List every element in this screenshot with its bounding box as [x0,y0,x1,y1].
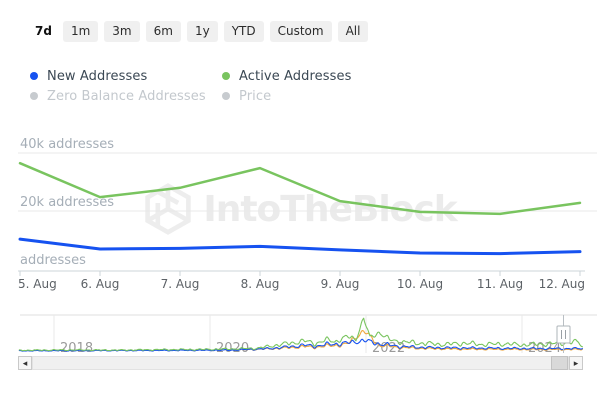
scrollbar-thumb[interactable] [551,356,568,370]
range-button-7d[interactable]: 7d [30,21,57,42]
legend-label: New Addresses [47,68,148,84]
legend-dot-new-addresses [30,72,38,80]
navigator-series-active-addresses [18,317,584,352]
y-axis-label-0: addresses [20,253,86,268]
range-button-1y[interactable]: 1y [186,21,218,42]
navigator-resize-handle[interactable] [556,325,571,344]
x-axis-label-10-aug: 10. Aug [397,277,443,291]
navigator-year-label-2018: 2018 [60,341,93,356]
range-button-1m[interactable]: 1m [62,21,99,42]
x-axis-label-12-aug: 12. Aug [539,277,585,291]
x-axis-label-5-aug: 5. Aug [18,277,57,291]
series-line-active-addresses[interactable] [18,161,582,216]
scrollbar-left-arrow-icon[interactable]: ◂ [18,356,32,370]
legend-label: Zero Balance Addresses [47,88,206,104]
scrollbar-right-arrow-icon[interactable]: ▸ [569,356,583,370]
y-axis-label-40000: 40k addresses [20,137,114,152]
legend-label: Price [239,88,272,104]
x-axis-label-9-aug: 9. Aug [321,277,360,291]
legend-dot-zero-balance-addresses [30,92,38,100]
time-range-toolbar: 7d 1m 3m 6m 1y YTD Custom All [30,21,369,42]
navigator-handle-box[interactable] [556,325,571,344]
legend-item-price[interactable]: Price [222,86,352,106]
scrollbar-track[interactable] [32,356,569,370]
y-axis-label-20000: 20k addresses [20,195,114,210]
legend-item-new-addresses[interactable]: New Addresses [30,66,222,86]
range-button-6m[interactable]: 6m [145,21,181,42]
legend-label: Active Addresses [239,68,352,84]
series-line-new-addresses[interactable] [18,237,582,256]
range-button-custom[interactable]: Custom [269,21,332,42]
legend-dot-active-addresses [222,72,230,80]
chart-legend: New Addresses Active Addresses Zero Balanc… [30,66,352,106]
range-button-3m[interactable]: 3m [104,21,140,42]
x-axis-label-6-aug: 6. Aug [81,277,120,291]
legend-dot-price [222,92,230,100]
x-axis-label-7-aug: 7. Aug [161,277,200,291]
legend-item-active-addresses[interactable]: Active Addresses [222,66,352,86]
range-button-ytd[interactable]: YTD [223,21,264,42]
navigator-chart[interactable]: 2018 2020 2022 2024 [0,310,600,356]
x-axis-label-8-aug: 8. Aug [241,277,280,291]
legend-item-zero-balance-addresses[interactable]: Zero Balance Addresses [30,86,222,106]
range-button-all[interactable]: All [337,21,369,42]
x-axis-label-11-aug: 11. Aug [477,277,523,291]
main-chart[interactable]: addresses 20k addresses 40k addresses 5. Au… [0,135,600,300]
